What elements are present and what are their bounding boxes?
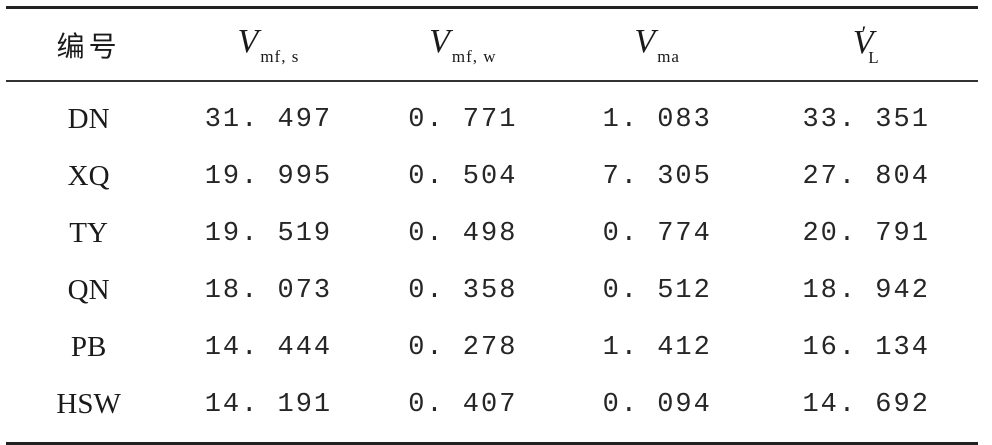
data-table-body: DN 31. 497 0. 771 1. 083 33. 351 XQ 19. … [6,82,978,442]
header-var-vma: V [634,22,656,60]
header-var-vl: V [852,24,874,61]
cell-vma: 0. 094 [602,389,712,420]
header-rule [6,80,978,82]
header-sub-vmfw: mf, w [451,46,497,66]
table-row: QN 18. 073 0. 358 0. 512 18. 942 [6,262,978,319]
table-row: TY 19. 519 0. 498 0. 774 20. 791 [6,205,978,262]
cell-vma: 1. 083 [602,104,712,135]
cell-vl-prime: 33. 351 [802,104,930,135]
cell-code: DN [67,103,110,135]
cell-vmfw: 0. 407 [408,389,518,420]
cell-code: TY [69,217,108,249]
cell-vmfs: 18. 073 [204,275,333,306]
cell-vl-prime: 16. 134 [802,332,930,363]
header-cell-vl-prime: V′L [754,9,978,80]
cell-vl-prime: 14. 692 [802,389,930,420]
header-cell-id: 编号 [6,9,171,80]
cell-code: XQ [67,160,110,192]
cell-vmfs: 14. 444 [204,332,333,363]
cell-vl-prime: 20. 791 [802,218,930,249]
cell-vmfw: 0. 278 [408,332,518,363]
cell-vma: 0. 774 [602,218,712,249]
cell-vmfw: 0. 771 [408,104,518,135]
cell-vma: 7. 305 [602,161,712,192]
table-row: DN 31. 497 0. 771 1. 083 33. 351 [6,82,978,148]
header-var-vmfw: V [429,22,450,60]
table-row: XQ 19. 995 0. 504 7. 305 27. 804 [6,148,978,205]
header-var-vmfs: V [237,22,259,60]
table-body: DN 31. 497 0. 771 1. 083 33. 351 XQ 19. … [6,82,978,442]
cell-vl-prime: 27. 804 [802,161,930,192]
cell-vmfw: 0. 498 [408,218,518,249]
table-row: HSW 14. 191 0. 407 0. 094 14. 692 [6,376,978,442]
header-prime-vl: ′ [861,21,867,46]
top-rule [6,6,978,9]
cell-vma: 0. 512 [602,275,712,306]
cell-code: QN [67,274,110,306]
cell-code: HSW [56,388,121,420]
cell-vmfs: 14. 191 [204,389,333,420]
cell-vma: 1. 412 [602,332,712,363]
header-label-id: 编号 [56,29,121,63]
cell-vmfs: 19. 995 [204,161,333,192]
cell-vmfs: 31. 497 [204,104,333,135]
cell-vmfw: 0. 504 [408,161,518,192]
cell-code: PB [70,331,107,363]
cell-vl-prime: 18. 942 [802,275,930,306]
header-sub-vmfs: mf, s [260,46,300,66]
table-row: PB 14. 444 0. 278 1. 412 16. 134 [6,319,978,376]
header-sub-vma: ma [657,46,680,66]
header-sub-vl: L [868,48,880,67]
cell-vmfw: 0. 358 [408,275,518,306]
cell-vmfs: 19. 519 [204,218,333,249]
